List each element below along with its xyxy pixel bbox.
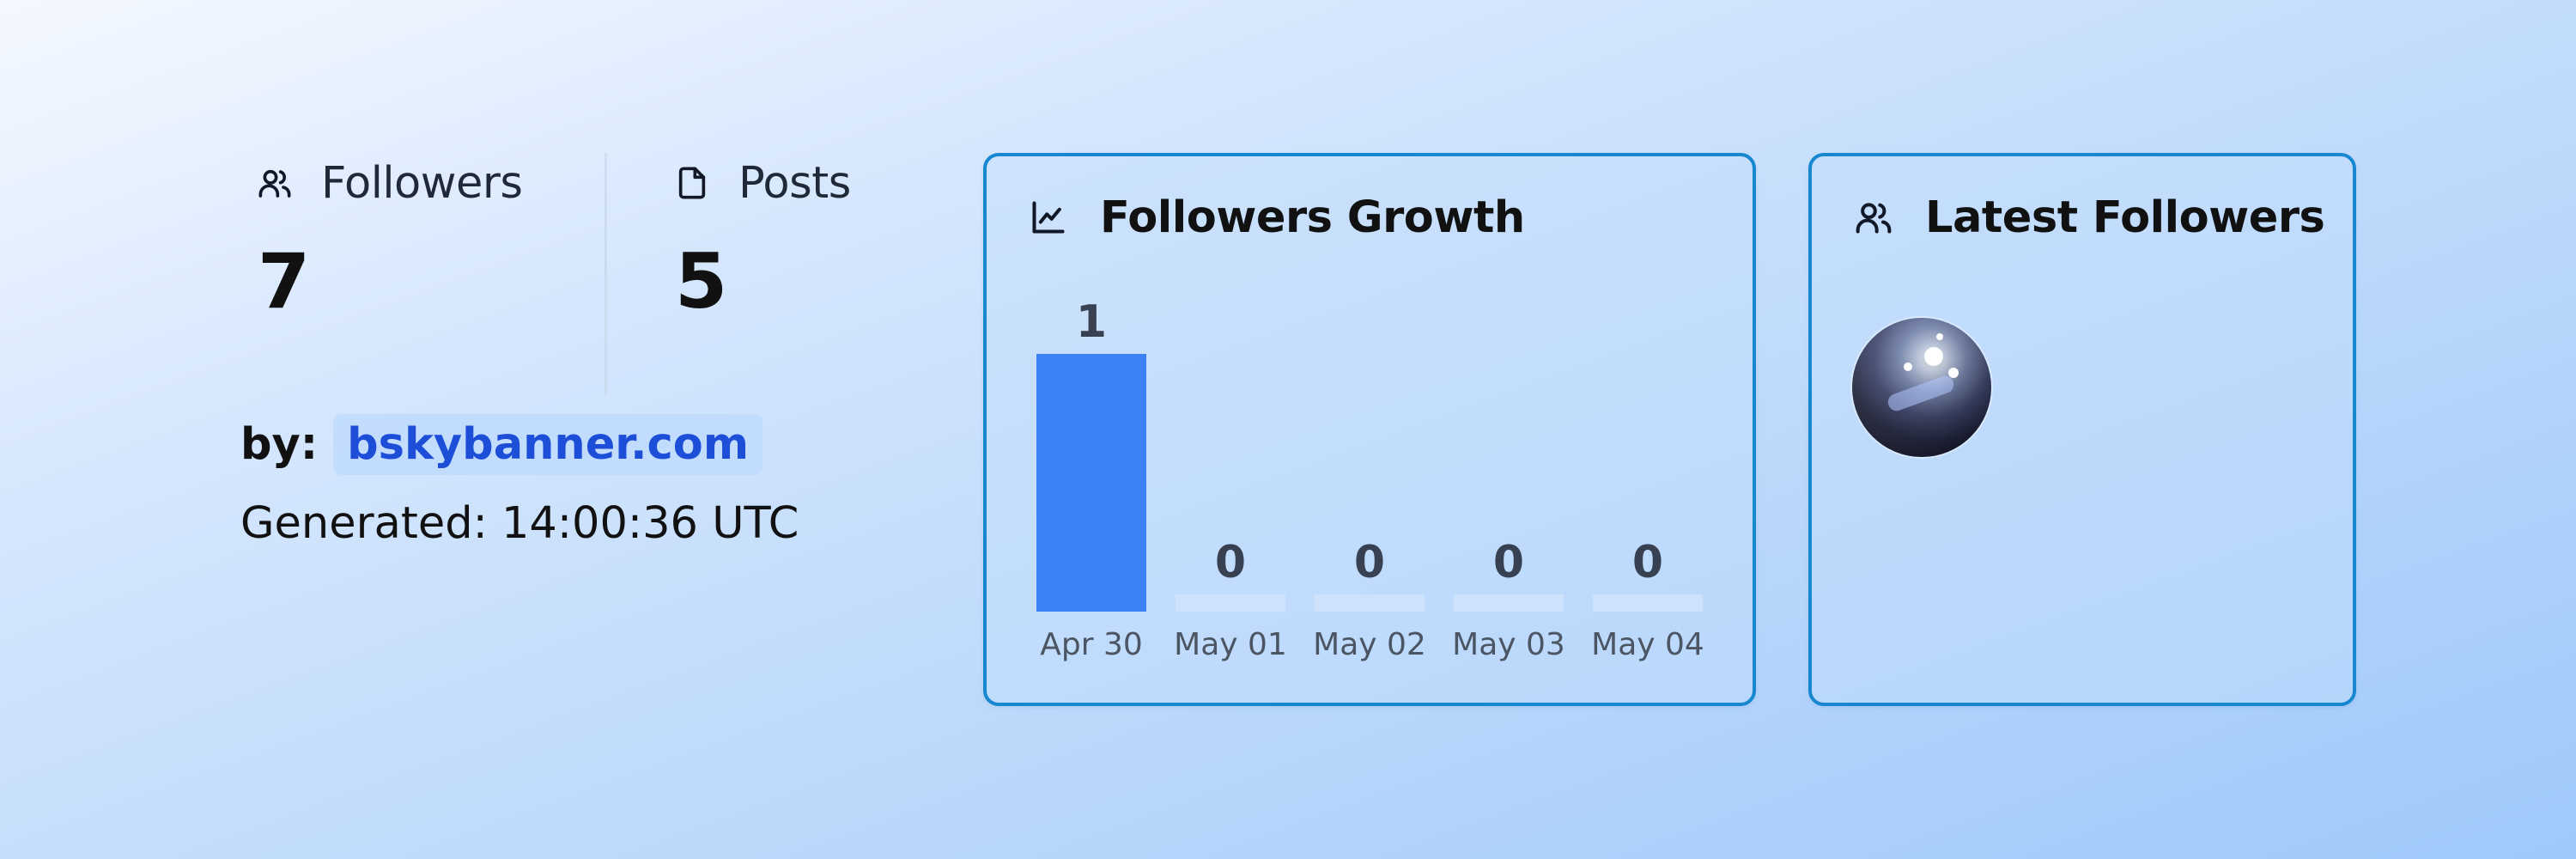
- file-icon: [675, 166, 709, 200]
- latest-card-title: Latest Followers: [1925, 192, 2325, 243]
- attribution-row: by: bskybanner.com: [240, 414, 762, 475]
- x-tick-label: May 04: [1591, 627, 1704, 662]
- bar-value-label: 0: [1632, 537, 1663, 588]
- followers-label: Followers: [321, 157, 523, 209]
- growth-card-header: Followers Growth: [1030, 187, 1525, 247]
- followers-growth-card: Followers Growth 1 Apr 30 0 May 01 0 May 02 0 M…: [983, 153, 1756, 706]
- x-tick-label: Apr 30: [1040, 627, 1143, 662]
- followers-growth-chart: 1 Apr 30 0 May 01 0 May 02 0 May 03 0 May 04: [1036, 296, 1704, 662]
- avatar-sparkle: [1948, 368, 1959, 378]
- avatar-sparkle: [1924, 347, 1943, 366]
- x-tick-label: May 01: [1174, 627, 1287, 662]
- attribution-link[interactable]: bskybanner.com: [333, 414, 762, 475]
- bar-may-02: [1315, 594, 1425, 612]
- posts-count: 5: [675, 237, 728, 326]
- follower-avatar[interactable]: [1852, 318, 1991, 457]
- posts-label: Posts: [738, 157, 851, 209]
- attribution-label: by:: [240, 419, 319, 470]
- users-icon: [258, 166, 292, 200]
- bar-value-label: 1: [1076, 296, 1107, 348]
- latest-followers-card: Latest Followers: [1808, 153, 2356, 706]
- avatar-sparkle: [1936, 333, 1943, 340]
- followers-stat: Followers 7: [258, 153, 523, 326]
- bar-value-label: 0: [1215, 537, 1246, 588]
- followers-count: 7: [258, 237, 311, 326]
- posts-stat: Posts 5: [675, 153, 851, 320]
- bar-may-03: [1454, 594, 1564, 612]
- bar-value-label: 0: [1354, 537, 1385, 588]
- bar-apr-30: [1036, 354, 1146, 612]
- bar-value-label: 0: [1493, 537, 1524, 588]
- stats-divider: [605, 153, 607, 395]
- posts-label-row: Posts: [675, 153, 851, 213]
- users-icon: [1855, 198, 1893, 236]
- bar-may-04: [1593, 594, 1703, 612]
- growth-card-title: Followers Growth: [1100, 192, 1525, 243]
- x-tick-label: May 02: [1313, 627, 1426, 662]
- bar-may-01: [1176, 594, 1285, 612]
- generated-timestamp: Generated: 14:00:36 UTC: [240, 498, 799, 549]
- x-tick-label: May 03: [1452, 627, 1565, 662]
- line-chart-icon: [1030, 198, 1067, 236]
- latest-card-header: Latest Followers: [1855, 187, 2325, 247]
- stats-panel: Followers 7 Posts 5: [240, 153, 927, 395]
- followers-label-row: Followers: [258, 153, 523, 213]
- avatar-sparkle: [1904, 362, 1912, 371]
